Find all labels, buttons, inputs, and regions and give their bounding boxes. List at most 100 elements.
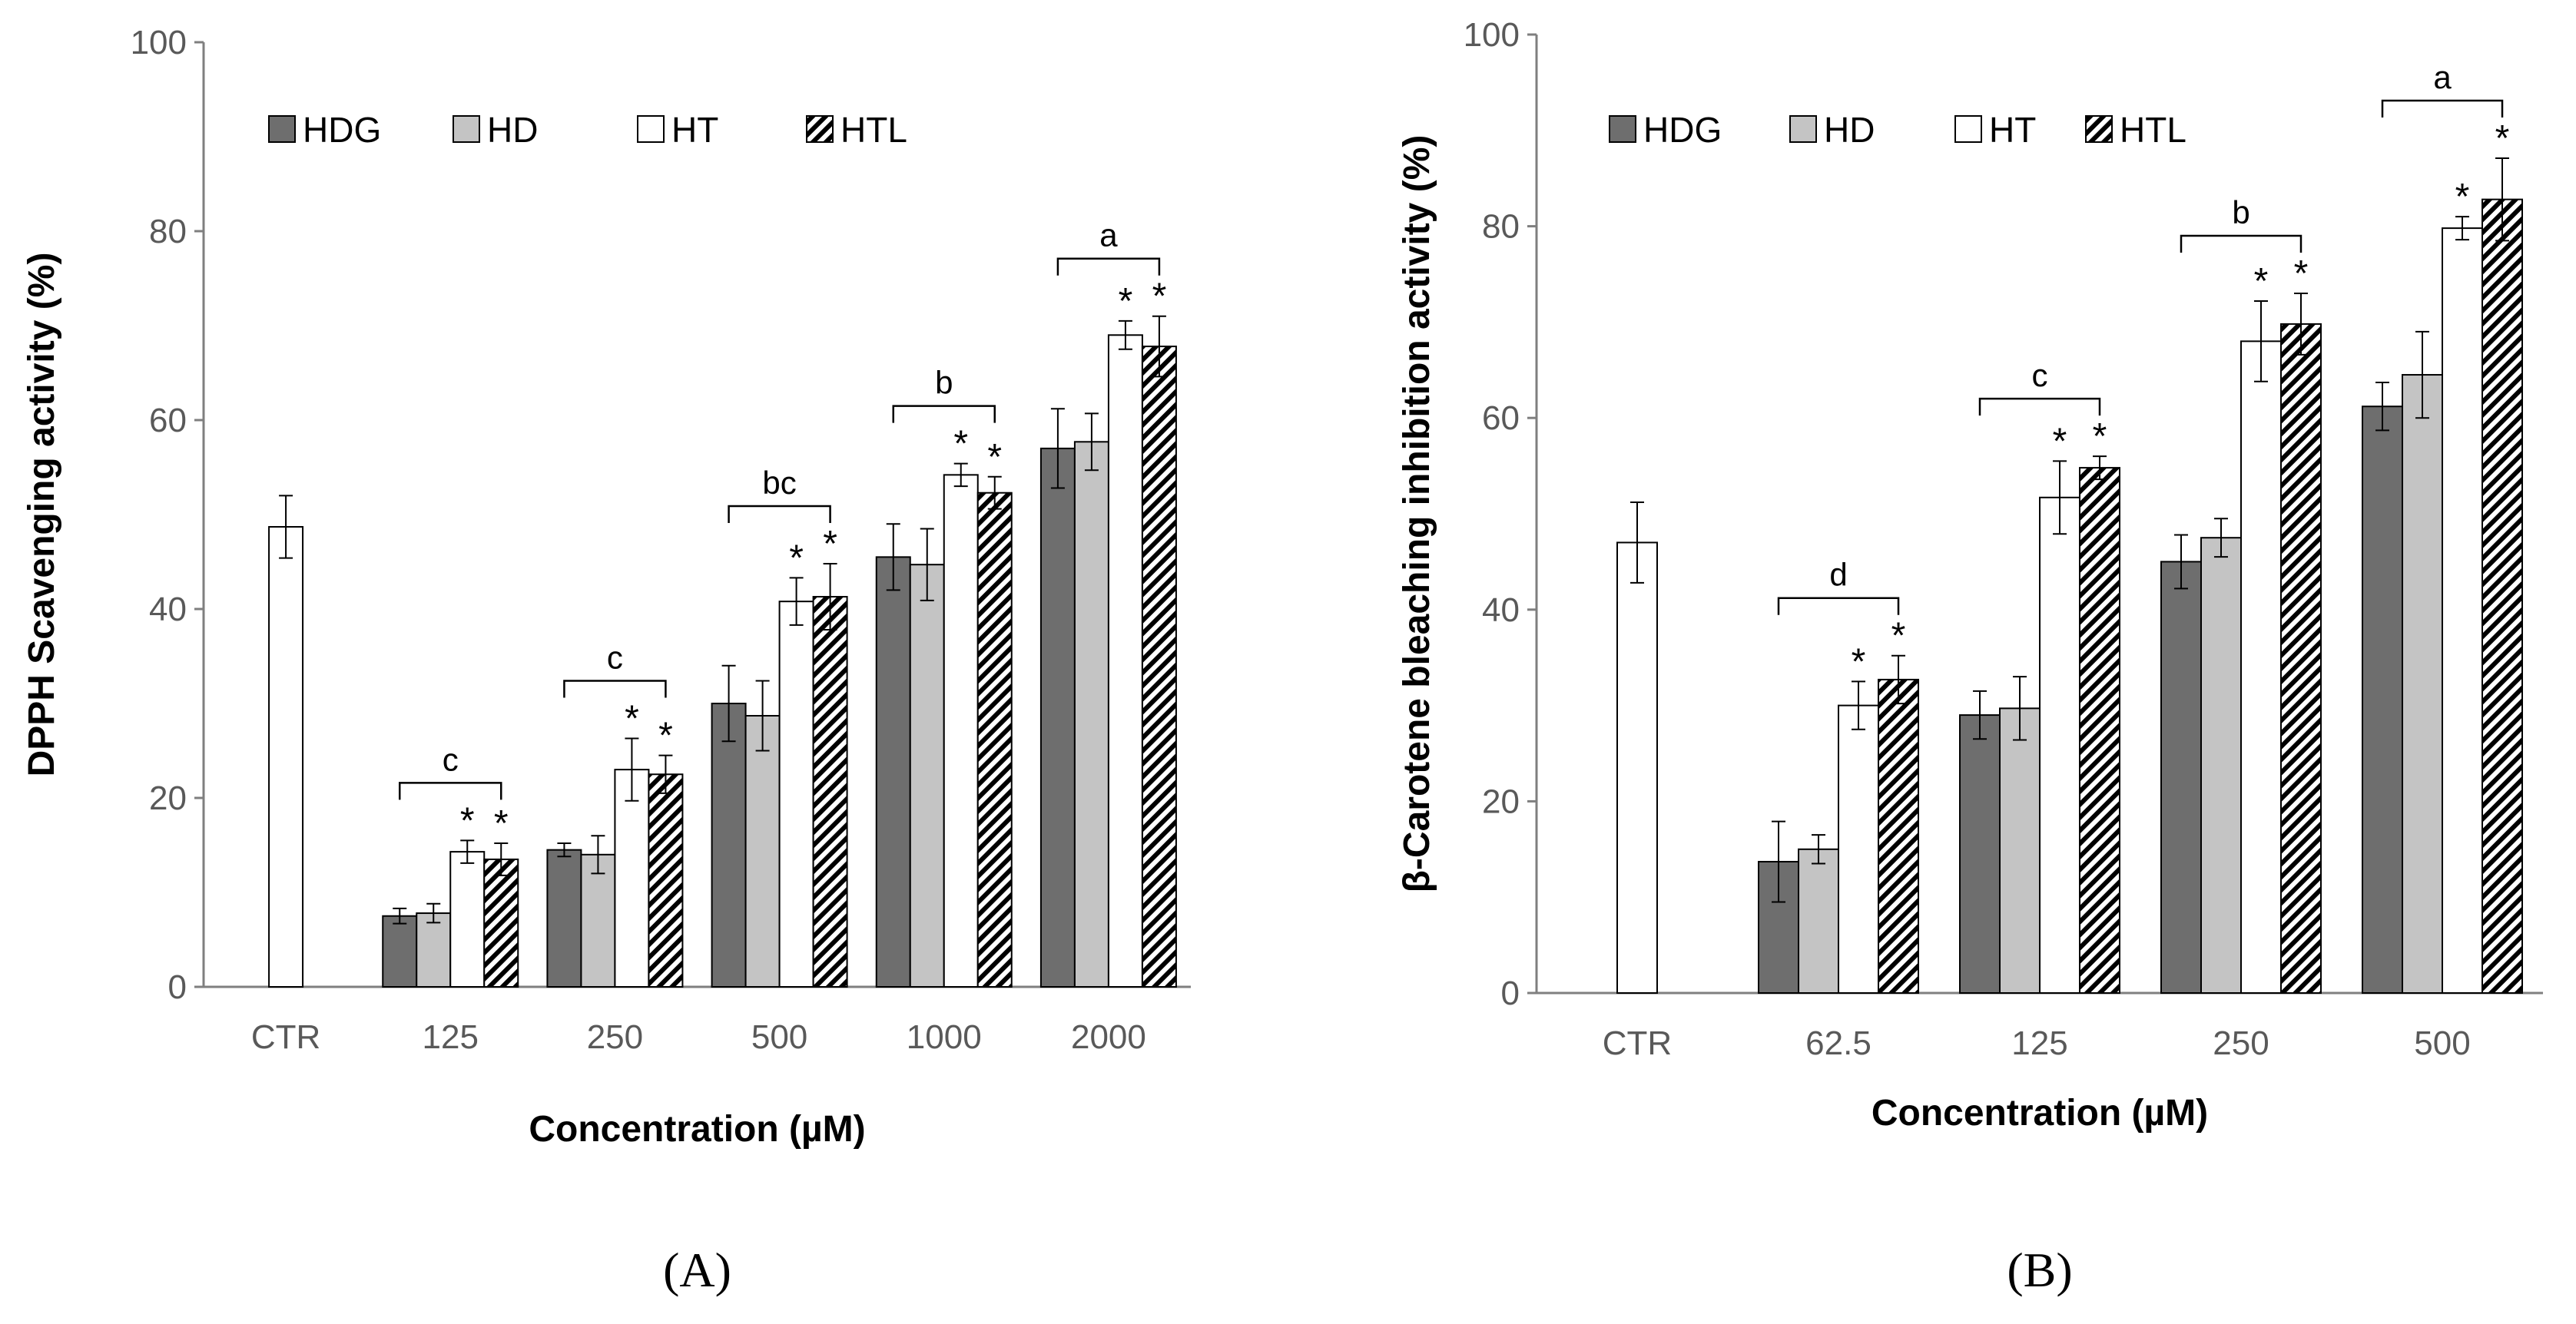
y-axis-title: β-Carotene bleaching inhibition activity… (1397, 135, 1437, 893)
significance-bracket (2381, 99, 2504, 118)
significance-letter: c (443, 741, 459, 777)
significance-star: * (987, 437, 1002, 478)
legend-label-ht: HT (671, 110, 718, 150)
legend-label-htl: HTL (2120, 110, 2186, 150)
x-tick-label: 125 (2011, 1024, 2067, 1062)
legend-swatch-ht (637, 115, 665, 143)
bar-hdg (546, 849, 582, 988)
significance-star: * (1852, 641, 1866, 682)
significance-star: * (2053, 421, 2067, 462)
significance-letter: c (2032, 357, 2048, 393)
x-axis-title: Concentration (µM) (1871, 1093, 2208, 1134)
significance-bracket (1056, 257, 1161, 276)
panel-label: (B) (2007, 1243, 2072, 1297)
bar-hd (909, 564, 945, 988)
significance-star: * (658, 716, 673, 756)
legend-swatch-hd (453, 115, 480, 143)
legend-label-hdg: HDG (303, 110, 381, 150)
legend-swatch-hdg (1609, 115, 1636, 143)
bar-ht (1107, 334, 1143, 988)
bar-htl (2079, 467, 2120, 994)
bar-hdg (711, 703, 747, 988)
bar-ht (2240, 340, 2282, 994)
x-tick-label: 500 (751, 1018, 807, 1056)
chart-b: 0 20 40 60 80 100 CTR 62.5 125 250 500 Concentratio… (1397, 16, 2543, 1297)
significance-letter: d (1829, 557, 1847, 593)
significance-star: * (2495, 118, 2510, 159)
x-tick-label: 1000 (907, 1018, 982, 1056)
x-tick-label: 62.5 (1805, 1024, 1871, 1062)
bar-hdg (1039, 447, 1076, 988)
bar-hd (744, 714, 781, 988)
x-tick-label: 500 (2414, 1024, 2470, 1062)
bar-ht (943, 474, 979, 988)
significance-bracket (1777, 597, 1900, 615)
y-tick-label: 40 (1482, 591, 1520, 629)
y-tick-label: 80 (149, 213, 187, 250)
y-tick-label: 100 (131, 24, 187, 61)
significance-star: * (2093, 416, 2107, 457)
legend-label-hdg: HDG (1643, 110, 1722, 150)
legend-label-hd: HD (1824, 110, 1875, 150)
y-tick-label: 60 (149, 402, 187, 439)
bar-hd (1999, 707, 2041, 994)
significance-star: * (625, 699, 639, 740)
bar-hd (2200, 537, 2242, 994)
bar-htl (1141, 346, 1177, 988)
bar-htl (812, 596, 848, 988)
bar-ht (1838, 704, 1879, 994)
significance-bracket (399, 782, 502, 800)
bar-hdg (2362, 405, 2403, 994)
y-tick-label: 20 (149, 780, 187, 817)
bar-hd (580, 853, 616, 988)
y-tick-label: 100 (1464, 16, 1520, 54)
bar-ht (449, 851, 486, 988)
significance-star: * (1152, 276, 1167, 317)
bar-hdg (2160, 561, 2202, 994)
significance-letter: c (607, 640, 623, 676)
y-tick-label: 60 (1482, 399, 1520, 437)
x-axis-title: Concentration (µM) (529, 1109, 865, 1150)
significance-star: * (2294, 253, 2309, 294)
significance-star: * (1119, 281, 1133, 322)
legend-swatch-hd (1789, 115, 1817, 143)
significance-bracket (728, 505, 831, 523)
bar-htl (2482, 198, 2523, 994)
bar-hd (1798, 848, 1839, 995)
bar-hdg (875, 556, 911, 988)
legend-swatch-hdg (268, 115, 296, 143)
bar-ht (2039, 496, 2080, 994)
bar-ht (2442, 227, 2483, 994)
bar-hdg (1959, 714, 2001, 995)
bar-htl (1878, 678, 1919, 994)
y-tick-label: 80 (1482, 208, 1520, 246)
x-tick-label: CTR (1603, 1024, 1672, 1062)
legend-label-htl: HTL (840, 110, 907, 150)
significance-star: * (823, 524, 837, 564)
x-tick-label: CTR (251, 1018, 320, 1056)
significance-bracket (1978, 397, 2101, 416)
significance-bracket (892, 405, 996, 423)
x-tick-label: 125 (423, 1018, 479, 1056)
chart-a: 0 20 40 60 80 100 CTR 125 250 500 1000 2000 Concentr… (22, 24, 1191, 1297)
bar-hd (1073, 441, 1109, 988)
bar-hd (2402, 374, 2443, 995)
significance-letter: a (1099, 217, 1118, 253)
significance-star: * (2455, 177, 2470, 217)
significance-bracket (2180, 234, 2302, 253)
legend-swatch-htl (2085, 115, 2113, 143)
y-tick-label: 20 (1482, 783, 1520, 820)
bar-htl (976, 492, 1013, 988)
significance-star: * (2254, 261, 2269, 302)
significance-letter: b (2232, 194, 2249, 230)
bar-hdg (382, 915, 418, 988)
bar-ht (1616, 541, 1658, 994)
x-tick-label: 250 (2213, 1024, 2269, 1062)
panel-label: (A) (663, 1243, 731, 1297)
legend-swatch-htl (806, 115, 834, 143)
significance-letter: b (935, 365, 953, 401)
bar-htl (648, 773, 684, 988)
y-tick-label: 40 (149, 591, 187, 628)
significance-star: * (953, 424, 968, 465)
